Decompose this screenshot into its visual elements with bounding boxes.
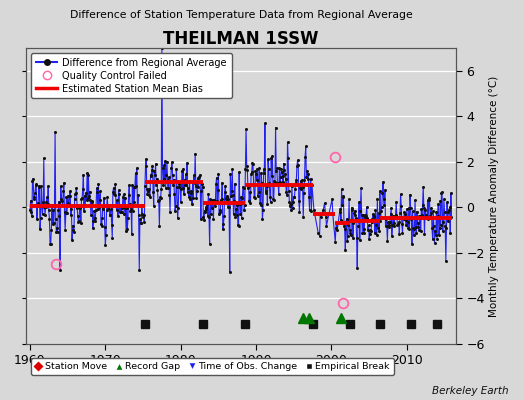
Legend: Station Move, Record Gap, Time of Obs. Change, Empirical Break: Station Move, Record Gap, Time of Obs. C… — [31, 358, 394, 375]
Title: THEILMAN 1SSW: THEILMAN 1SSW — [163, 30, 319, 48]
Y-axis label: Monthly Temperature Anomaly Difference (°C): Monthly Temperature Anomaly Difference (… — [489, 75, 499, 317]
Text: Difference of Station Temperature Data from Regional Average: Difference of Station Temperature Data f… — [70, 10, 412, 20]
Text: Berkeley Earth: Berkeley Earth — [432, 386, 508, 396]
